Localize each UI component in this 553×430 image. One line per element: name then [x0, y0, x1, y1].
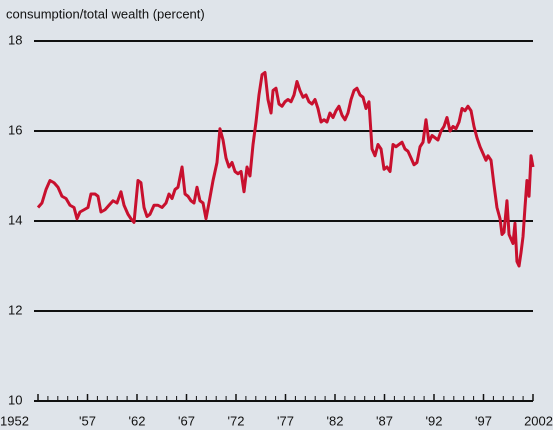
x-tick-label: '82 [327, 413, 344, 428]
x-tick-label: '97 [475, 413, 492, 428]
y-tick-label: 12 [8, 302, 22, 317]
x-tick-label: '72 [228, 413, 245, 428]
y-tick-label: 14 [8, 212, 22, 227]
y-tick-label: 18 [8, 32, 22, 47]
x-tick-label: '67 [178, 413, 195, 428]
x-tick-label: '62 [129, 413, 146, 428]
line-series [36, 71, 535, 268]
x-tick-label: '57 [79, 413, 96, 428]
y-tick-label: 10 [8, 392, 22, 407]
x-tick-label: '87 [376, 413, 393, 428]
x-tick-label: 1952 [0, 413, 29, 428]
x-tick-label: '92 [426, 413, 443, 428]
x-tick-label: '77 [277, 413, 294, 428]
x-tick-label: 2002 [524, 413, 553, 428]
y-tick-label: 16 [8, 122, 22, 137]
chart-title: consumption/total wealth (percent) [6, 6, 205, 21]
